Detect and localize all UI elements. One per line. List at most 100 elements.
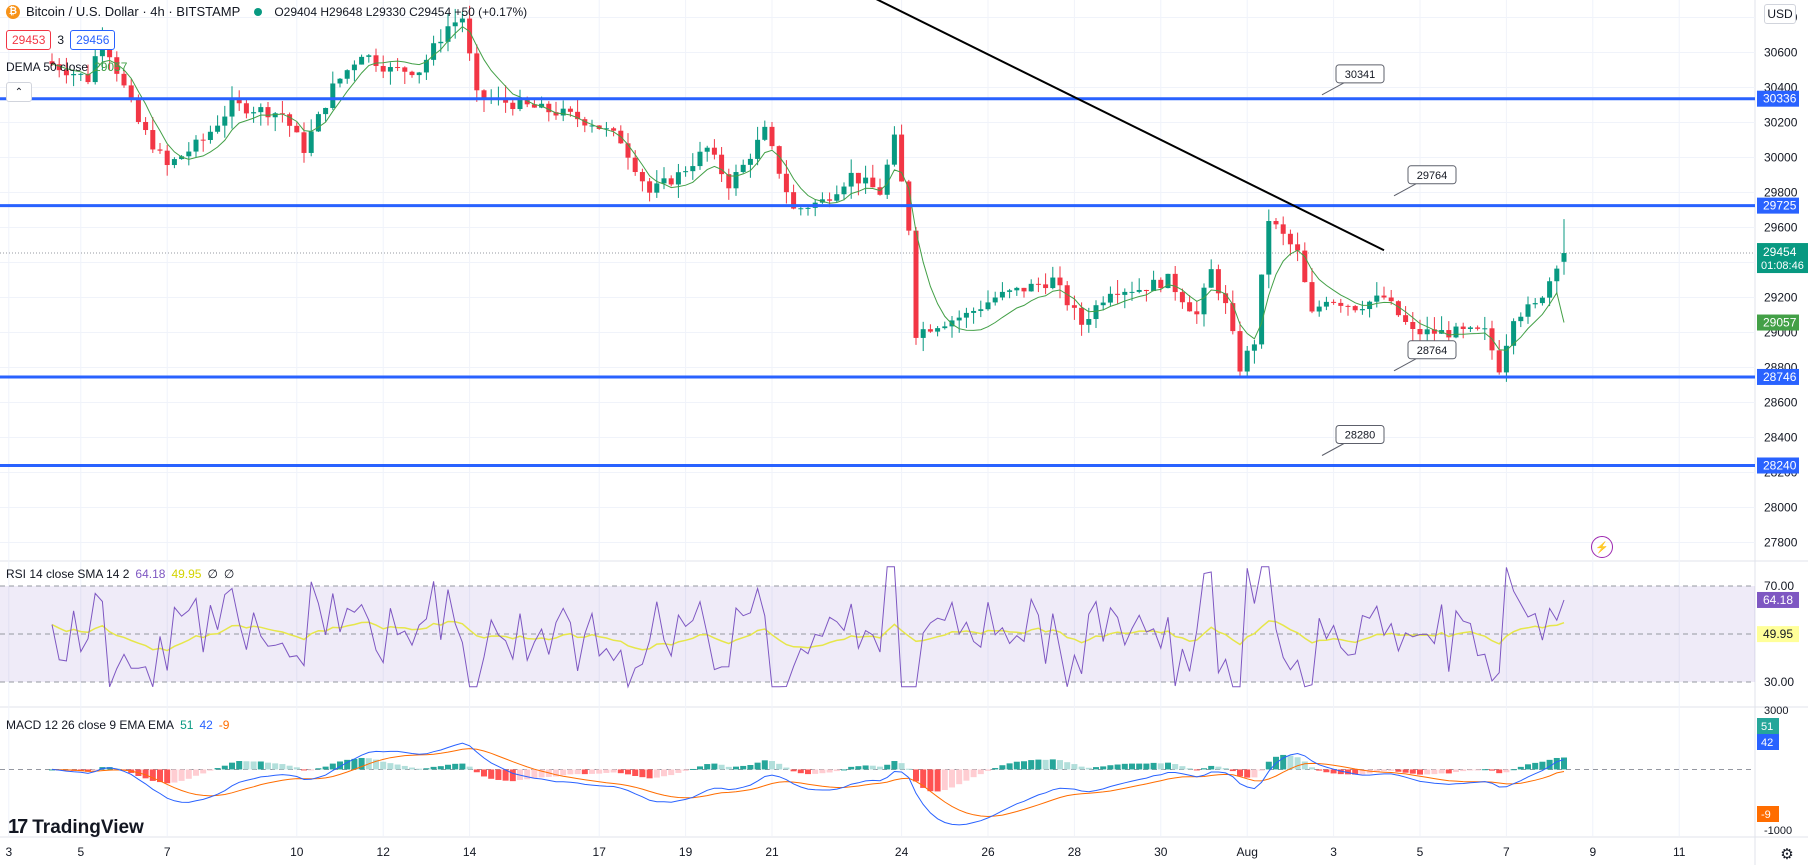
- candle[interactable]: [287, 112, 293, 137]
- candle[interactable]: [56, 58, 62, 78]
- rsi-line[interactable]: [51, 566, 1565, 689]
- candle[interactable]: [301, 122, 307, 163]
- candle[interactable]: [459, 11, 465, 33]
- candle[interactable]: [359, 54, 365, 65]
- candle[interactable]: [978, 300, 984, 318]
- candle[interactable]: [1424, 316, 1430, 345]
- price-callout[interactable]: [1335, 64, 1385, 84]
- candle[interactable]: [1316, 300, 1322, 317]
- candle[interactable]: [870, 164, 876, 188]
- candle[interactable]: [1179, 288, 1185, 309]
- candle[interactable]: [841, 182, 847, 201]
- candle[interactable]: [848, 159, 854, 199]
- candle[interactable]: [985, 290, 991, 311]
- candle[interactable]: [481, 89, 487, 112]
- candle[interactable]: [683, 166, 689, 177]
- candle[interactable]: [114, 51, 120, 82]
- rsi-sma-line[interactable]: [51, 620, 1565, 652]
- candle[interactable]: [1323, 296, 1329, 311]
- candle[interactable]: [668, 175, 674, 187]
- candle[interactable]: [229, 86, 235, 129]
- candle[interactable]: [1554, 265, 1560, 295]
- candle[interactable]: [1345, 304, 1351, 316]
- candle[interactable]: [1244, 345, 1250, 377]
- candle[interactable]: [675, 163, 681, 198]
- candle[interactable]: [1539, 296, 1545, 306]
- candle[interactable]: [143, 117, 149, 135]
- candle[interactable]: [582, 116, 588, 133]
- candle[interactable]: [942, 321, 948, 330]
- candle[interactable]: [251, 106, 257, 123]
- candle[interactable]: [1107, 286, 1113, 306]
- candle[interactable]: [1547, 277, 1553, 307]
- candle[interactable]: [884, 159, 890, 199]
- candle[interactable]: [517, 89, 523, 112]
- candle[interactable]: [1496, 340, 1502, 375]
- candle[interactable]: [1302, 242, 1308, 283]
- lightning-icon[interactable]: ⚡: [1591, 536, 1613, 558]
- sell-price[interactable]: 29453: [6, 30, 52, 50]
- candle[interactable]: [1122, 288, 1128, 309]
- candle[interactable]: [467, 5, 473, 61]
- candle[interactable]: [1273, 218, 1279, 230]
- candle[interactable]: [1100, 296, 1106, 311]
- candle[interactable]: [776, 145, 782, 179]
- candle[interactable]: [1266, 209, 1272, 289]
- candle[interactable]: [531, 99, 537, 108]
- rsi-legend[interactable]: RSI 14 close SMA 14 2 64.18 49.95 ∅ ∅: [6, 567, 234, 581]
- candle[interactable]: [510, 97, 516, 116]
- candle[interactable]: [1338, 298, 1344, 313]
- candle[interactable]: [711, 139, 717, 160]
- candle[interactable]: [380, 55, 386, 79]
- candle[interactable]: [654, 170, 660, 198]
- macd-legend[interactable]: MACD 12 26 close 9 EMA EMA 51 42 -9: [6, 718, 229, 732]
- candle[interactable]: [963, 307, 969, 328]
- candle[interactable]: [798, 206, 804, 216]
- candle[interactable]: [625, 133, 631, 170]
- candle[interactable]: [647, 177, 653, 202]
- symbol-title[interactable]: Bitcoin / U.S. Dollar · 4h · BITSTAMP: [26, 4, 241, 19]
- candle[interactable]: [1561, 219, 1567, 275]
- candle[interactable]: [344, 69, 350, 84]
- candle[interactable]: [63, 57, 69, 84]
- candle[interactable]: [337, 78, 343, 88]
- candle[interactable]: [1021, 287, 1027, 298]
- candle[interactable]: [1352, 305, 1358, 313]
- candle[interactable]: [560, 100, 566, 122]
- candle[interactable]: [1287, 229, 1293, 256]
- candle[interactable]: [762, 120, 768, 142]
- candle[interactable]: [1223, 285, 1229, 314]
- candle[interactable]: [726, 168, 732, 200]
- candle[interactable]: [207, 125, 213, 144]
- candle[interactable]: [690, 153, 696, 180]
- candle[interactable]: [553, 101, 559, 120]
- macd-line[interactable]: [51, 742, 1565, 826]
- candle[interactable]: [719, 147, 725, 182]
- candle[interactable]: [1035, 277, 1041, 293]
- candle[interactable]: [546, 101, 552, 122]
- candle[interactable]: [1165, 273, 1171, 289]
- candle[interactable]: [215, 115, 221, 134]
- candle[interactable]: [351, 60, 357, 82]
- candle[interactable]: [697, 141, 703, 170]
- candle[interactable]: [1525, 296, 1531, 324]
- candle[interactable]: [438, 29, 444, 53]
- candle[interactable]: [999, 282, 1005, 301]
- candle[interactable]: [236, 90, 242, 111]
- candle[interactable]: [769, 121, 775, 150]
- macd-signal-line[interactable]: [51, 748, 1565, 818]
- candle[interactable]: [1453, 322, 1459, 339]
- candle[interactable]: [1518, 312, 1524, 328]
- candle[interactable]: [315, 111, 321, 132]
- candle[interactable]: [1057, 266, 1063, 299]
- candle[interactable]: [431, 35, 437, 66]
- gear-icon[interactable]: ⚙: [1780, 846, 1794, 863]
- candle[interactable]: [1115, 280, 1121, 304]
- candle[interactable]: [1194, 301, 1200, 324]
- candle[interactable]: [1280, 216, 1286, 246]
- candle[interactable]: [171, 157, 177, 169]
- candle[interactable]: [733, 164, 739, 196]
- candle[interactable]: [409, 70, 415, 78]
- candle[interactable]: [200, 133, 206, 152]
- candle[interactable]: [1259, 274, 1265, 349]
